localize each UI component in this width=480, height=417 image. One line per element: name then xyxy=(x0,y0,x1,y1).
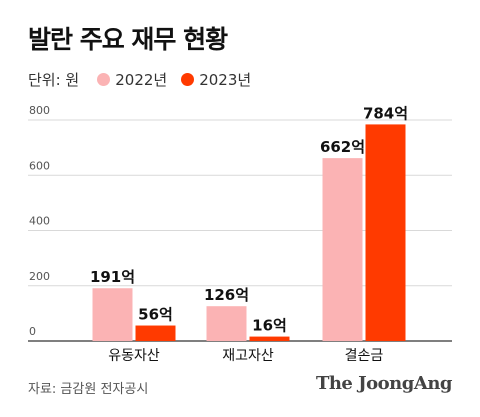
bar-2-0 xyxy=(322,158,363,341)
legend-item-2023: 2023년 xyxy=(181,69,251,90)
data-label-1-1: 16억 xyxy=(252,317,287,335)
y-tick-label-0: 0 xyxy=(29,325,36,338)
data-label-2-1: 784억 xyxy=(363,104,408,122)
data-label-2-0: 662억 xyxy=(320,138,365,156)
unit-label: 단위: 원 xyxy=(28,70,80,89)
legend-label-2023: 2023년 xyxy=(199,70,252,89)
legend-swatch-2023 xyxy=(181,72,195,86)
bar-2-1 xyxy=(365,124,406,341)
data-label-1-0: 126억 xyxy=(204,286,249,304)
bar-1-0 xyxy=(206,306,247,341)
source-note: 자료: 금감원 전자공시 xyxy=(28,382,149,397)
legend-item-2022: 2022년 xyxy=(97,69,167,90)
y-tick-label-600: 600 xyxy=(29,159,50,172)
bar-1-1 xyxy=(249,336,290,341)
y-tick-label-800: 800 xyxy=(29,104,50,117)
category-label-0: 유동자산 xyxy=(108,348,160,364)
category-label-2: 결손금 xyxy=(345,348,384,364)
category-label-1: 재고자산 xyxy=(222,348,274,364)
bar-0-1 xyxy=(135,325,176,341)
brand-logo: The JoongAng xyxy=(315,373,453,394)
legend-label-2022: 2022년 xyxy=(115,70,168,89)
chart-title: 발란 주요 재무 현황 xyxy=(28,25,228,54)
data-label-0-0: 191억 xyxy=(90,268,135,286)
bar-0-0 xyxy=(92,288,133,341)
y-tick-label-400: 400 xyxy=(29,215,50,228)
legend: 단위: 원 2022년 2023년 xyxy=(28,69,265,89)
y-tick-label-200: 200 xyxy=(29,270,50,283)
data-label-0-1: 56억 xyxy=(138,306,173,324)
legend-swatch-2022 xyxy=(97,72,111,86)
